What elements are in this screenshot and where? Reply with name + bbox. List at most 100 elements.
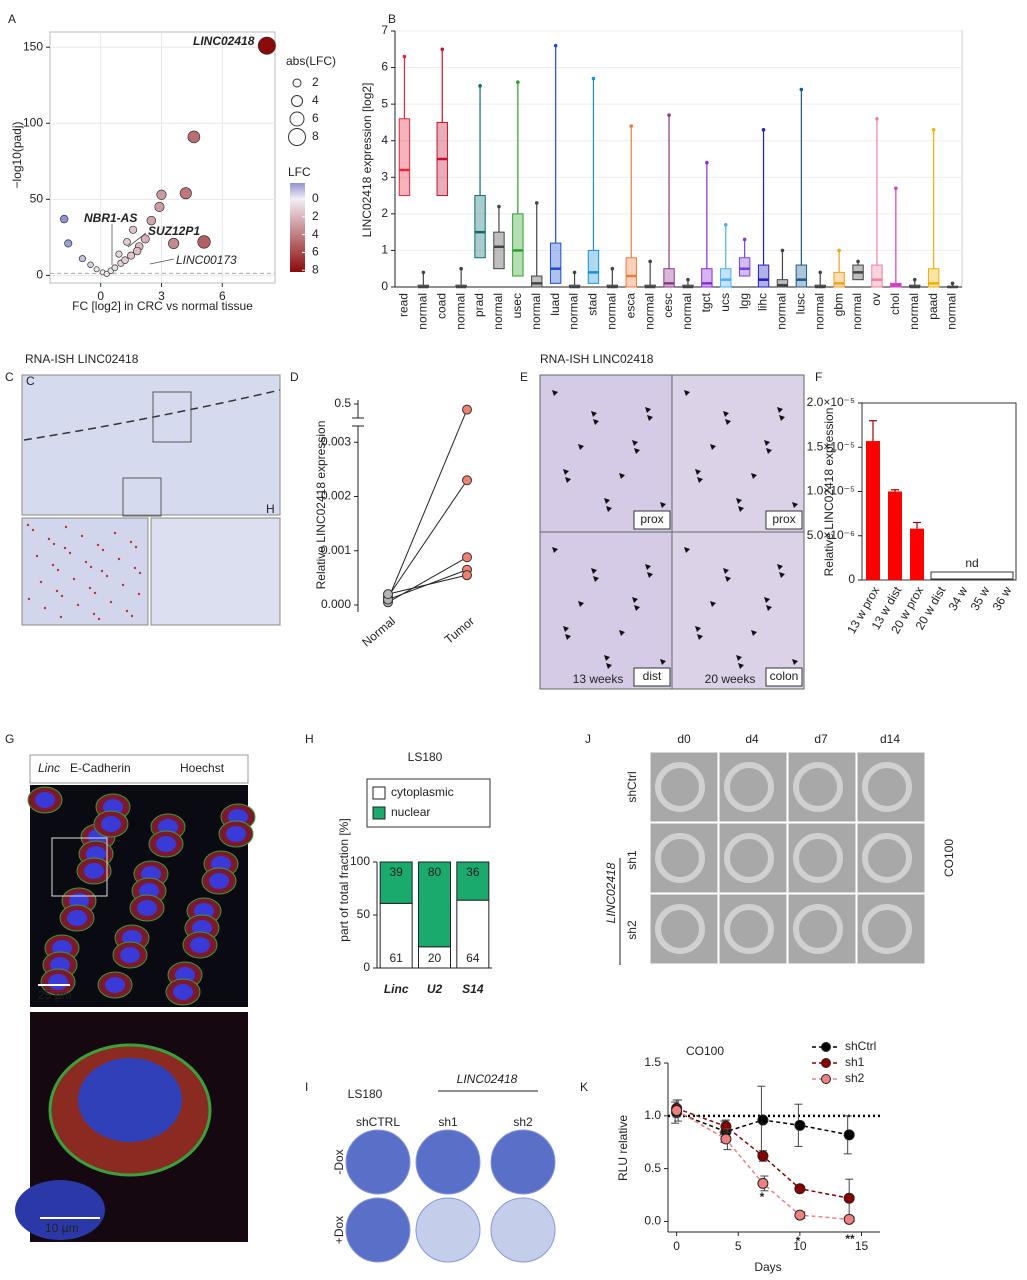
arrowhead [591,411,597,417]
micrograph [150,517,281,626]
box [795,264,808,288]
ish-dot [27,597,31,601]
axis-label: −log10(padj) [10,121,24,188]
micrograph [21,517,149,626]
channel-label: E-Cadherin [70,761,131,775]
point [720,1133,732,1145]
model-label: CO100 [942,839,956,877]
ish-dot [35,554,39,558]
legend-label: nuclear [391,805,430,819]
arrowhead [647,572,653,578]
data-label: 80 [428,865,442,879]
panel-letter: B [388,12,396,26]
ish-dot [63,546,67,550]
annotation: SUZ12P1 [148,224,200,238]
ish-dot [134,545,138,549]
box [474,195,486,259]
panel-letter: J [585,732,591,746]
max-point [516,80,520,84]
max-point [894,186,898,191]
image-label-box [633,510,671,530]
ish-dot [138,571,142,575]
bar-segment [456,899,490,969]
ish-dot [52,542,56,546]
x-tick-label: cesc [661,293,675,318]
panel-letter: C [5,370,14,384]
data-label: 39 [389,865,403,879]
point [127,251,136,260]
ish-dot [47,537,51,541]
ish-dot [43,606,47,610]
well-ring [655,904,705,954]
box [776,279,789,288]
max-point [421,270,426,275]
column-label: sh1 [438,1115,458,1129]
well-ring [862,904,912,954]
point [78,255,86,263]
x-tick-label: coad [434,293,448,319]
plot-area [394,30,963,288]
arrowhead [751,630,757,636]
x-tick-label: 34 w [946,584,971,613]
colorbar-label: 4 [312,227,319,241]
arrowhead [552,547,558,553]
arrowhead [710,601,716,607]
column-label: d7 [814,732,828,746]
max-point [440,47,445,52]
ish-dot [39,580,43,584]
arrowhead [697,477,703,483]
box [663,268,675,288]
point [140,234,150,244]
legend-box [366,778,491,828]
axis-label: Relative LINC02418 expression [822,408,836,577]
plot-area [49,31,276,284]
leader-line [149,258,175,265]
column-label: shCTRL [356,1115,400,1129]
max-point [818,270,823,275]
panel-letter: I [305,1080,308,1094]
point [383,589,393,600]
colorbar-label: 6 [312,245,319,259]
well-ring [793,762,843,812]
arrowhead [604,498,610,504]
legend-swatch [372,806,386,820]
ish-dot [100,569,104,573]
y-tick-label: 6 [381,60,388,74]
ish-dot [129,540,133,544]
plot-frame [861,402,1017,581]
point [462,552,472,563]
max-point [950,281,955,286]
max-point [572,270,577,275]
y-tick-label: 2 [381,206,388,220]
bar-segment [456,861,490,901]
legend-label: cytoplasmic [391,785,454,799]
legend-label: sh1 [845,1055,865,1069]
arrowhead [634,448,640,454]
annotation: LINC02418 [193,34,255,48]
legend-size [289,111,305,127]
arrowhead [634,605,640,611]
point [757,1177,769,1189]
nucleus [78,1058,182,1142]
row-label: -Dox [332,1149,346,1174]
arrowhead [751,473,757,479]
annotation: * [760,1190,765,1204]
caption: 20 weeks [705,672,756,686]
box [833,271,845,288]
x-tick-label: read [397,293,411,317]
nucleus [190,937,210,953]
x-tick-label: luad [548,293,562,316]
nucleus [101,816,121,832]
data-label: 20 [428,951,442,965]
panel-letter: G [5,732,14,746]
well-ring [862,833,912,883]
y-tick-label: 5 [381,96,388,110]
legend-marker [821,1042,831,1052]
panel-letter: K [580,1080,588,1094]
ish-dot [96,543,100,547]
plate [345,1129,411,1195]
legend-title: abs(LFC) [286,54,336,68]
legend-label: sh2 [845,1071,865,1085]
arrowhead [684,547,690,553]
